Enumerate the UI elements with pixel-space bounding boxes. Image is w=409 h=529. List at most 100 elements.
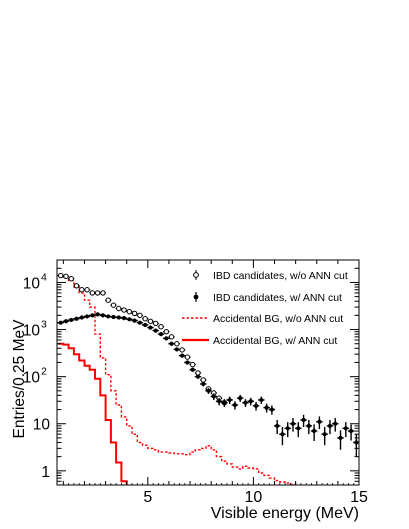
ibd-ann-cut-point bbox=[111, 314, 116, 320]
y-tick-label: 10 bbox=[23, 275, 41, 292]
y-tick-exponent: 4 bbox=[41, 271, 47, 283]
ibd-ann-cut-point bbox=[232, 402, 238, 408]
ibd-ann-cut-point bbox=[243, 400, 248, 405]
ibd-ann-cut-point bbox=[269, 407, 274, 412]
ibd-ann-cut-point bbox=[312, 428, 317, 434]
x-tick-label: 5 bbox=[143, 489, 152, 506]
y-tick-label: 10 bbox=[23, 370, 41, 387]
y-tick-label: 1 bbox=[41, 464, 50, 481]
ibd-no-cut-point bbox=[105, 297, 111, 303]
ibd-ann-cut-point bbox=[338, 435, 343, 441]
legend-entry-label: Accidental BG, w/ ANN cut bbox=[213, 335, 337, 347]
data-layer bbox=[57, 272, 359, 485]
ibd-ann-cut-point bbox=[248, 399, 253, 404]
ibd-ann-cut-point bbox=[190, 367, 195, 372]
ibd-ann-cut-point bbox=[280, 432, 285, 437]
ibd-no-cut-point bbox=[73, 283, 80, 289]
ibd-ann-cut-point bbox=[285, 426, 290, 431]
ibd-no-cut-point bbox=[126, 308, 133, 315]
ibd-ann-cut-point bbox=[63, 319, 69, 324]
ibd-ann-cut-point bbox=[317, 419, 322, 424]
legend-ibd-no-cut-marker bbox=[193, 272, 199, 278]
ibd-ann-cut-point bbox=[216, 399, 222, 404]
ibd-ann-cut-point bbox=[290, 421, 296, 426]
ibd-no-cut-point bbox=[110, 302, 117, 308]
y-tick-label: 10 bbox=[23, 323, 41, 340]
ibd-no-cut-point bbox=[116, 305, 122, 312]
legend-entry-label: Accidental BG, w/o ANN cut bbox=[213, 313, 343, 325]
ibd-ann-cut-point bbox=[132, 318, 137, 323]
ibd-ann-cut-point bbox=[169, 341, 174, 346]
ibd-no-cut-point bbox=[89, 290, 96, 296]
ibd-ann-cut-point bbox=[69, 317, 74, 323]
legend: IBD candidates, w/o ANN cut IBD candidate… bbox=[182, 270, 348, 347]
ibd-ann-cut-point bbox=[100, 313, 106, 318]
ibd-ann-cut-point bbox=[79, 315, 84, 320]
ibd-no-cut-point bbox=[184, 354, 191, 360]
ibd-ann-cut-point bbox=[348, 428, 354, 434]
ibd-no-cut-point bbox=[179, 347, 185, 353]
ibd-ann-cut-point bbox=[227, 397, 232, 403]
ibd-ann-cut-point bbox=[185, 360, 190, 365]
plot-frame bbox=[56, 259, 360, 486]
ibd-ann-cut-point bbox=[74, 316, 79, 321]
y-tick-label: 10 bbox=[33, 417, 51, 434]
ibd-no-cut-point bbox=[147, 318, 154, 324]
x-axis-label: Visible energy (MeV) bbox=[211, 505, 359, 522]
ibd-no-cut-point bbox=[158, 323, 164, 330]
ibd-no-cut-point bbox=[200, 377, 206, 383]
ibd-no-cut-point bbox=[168, 334, 175, 340]
ibd-ann-cut-point bbox=[322, 432, 327, 437]
ibd-no-cut-point bbox=[163, 329, 169, 335]
ibd-ann-cut-point bbox=[327, 423, 333, 428]
ibd-ann-cut-point bbox=[306, 423, 311, 428]
ibd-ann-cut-point bbox=[275, 423, 280, 428]
ibd-ann-cut-point bbox=[222, 400, 227, 405]
ibd-ann-cut-point bbox=[121, 316, 127, 321]
ibd-no-cut-point bbox=[153, 320, 159, 327]
ibd-ann-cut-point bbox=[143, 322, 148, 328]
ibd-no-cut-point bbox=[79, 287, 85, 293]
ibd-ann-cut-point bbox=[238, 396, 243, 401]
ibd-ann-cut-point bbox=[90, 313, 95, 318]
ibd-no-cut-point bbox=[137, 312, 143, 319]
ibd-ann-cut-point bbox=[95, 312, 100, 317]
ibd-ann-cut-point bbox=[153, 328, 158, 333]
x-tick-label: 10 bbox=[245, 489, 263, 506]
ibd-no-cut-point bbox=[131, 310, 138, 317]
y-axis-label: Entries/0.25 MeV bbox=[11, 319, 28, 439]
ibd-no-cut-point bbox=[195, 370, 201, 376]
ibd-ann-cut-point bbox=[180, 353, 185, 358]
ibd-ann-cut-point bbox=[58, 320, 63, 325]
ibd-ann-cut-point bbox=[296, 426, 301, 431]
x-tick-label: 15 bbox=[350, 489, 368, 506]
y-tick-exponent: 3 bbox=[41, 319, 47, 331]
ibd-ann-cut-point bbox=[301, 417, 306, 423]
legend-ibd-ann-cut-marker bbox=[193, 294, 199, 300]
ibd-ann-cut-point bbox=[264, 405, 269, 410]
legend-entry-label: IBD candidates, w/o ANN cut bbox=[213, 270, 348, 282]
ibd-ann-cut-point bbox=[206, 388, 211, 393]
ibd-ann-cut-point bbox=[137, 320, 142, 325]
ibd-ann-cut-point bbox=[164, 336, 169, 341]
ibd-no-cut-point bbox=[94, 290, 101, 296]
ibd-no-cut-point bbox=[63, 273, 69, 280]
ibd-no-cut-point bbox=[68, 276, 74, 282]
bg-ann-cut-step-line bbox=[58, 342, 128, 485]
ibd-ann-cut-point bbox=[127, 317, 132, 322]
ibd-ann-cut-point bbox=[201, 381, 206, 387]
ibd-ann-cut-point bbox=[259, 397, 264, 403]
ibd-ann-cut-point bbox=[116, 315, 121, 320]
ibd-no-cut-point bbox=[189, 361, 196, 368]
ibd-ann-cut-point bbox=[158, 332, 164, 337]
ibd-ann-cut-point bbox=[195, 374, 201, 379]
ibd-ann-cut-point bbox=[211, 394, 216, 399]
ibd-ann-cut-point bbox=[148, 325, 153, 330]
ibd-no-cut-point bbox=[142, 316, 148, 322]
ibd-ann-cut-point bbox=[106, 314, 111, 319]
ibd-ann-cut-point bbox=[333, 421, 338, 426]
ibd-ann-cut-point bbox=[84, 314, 90, 319]
ibd-ann-cut-point bbox=[343, 426, 348, 431]
